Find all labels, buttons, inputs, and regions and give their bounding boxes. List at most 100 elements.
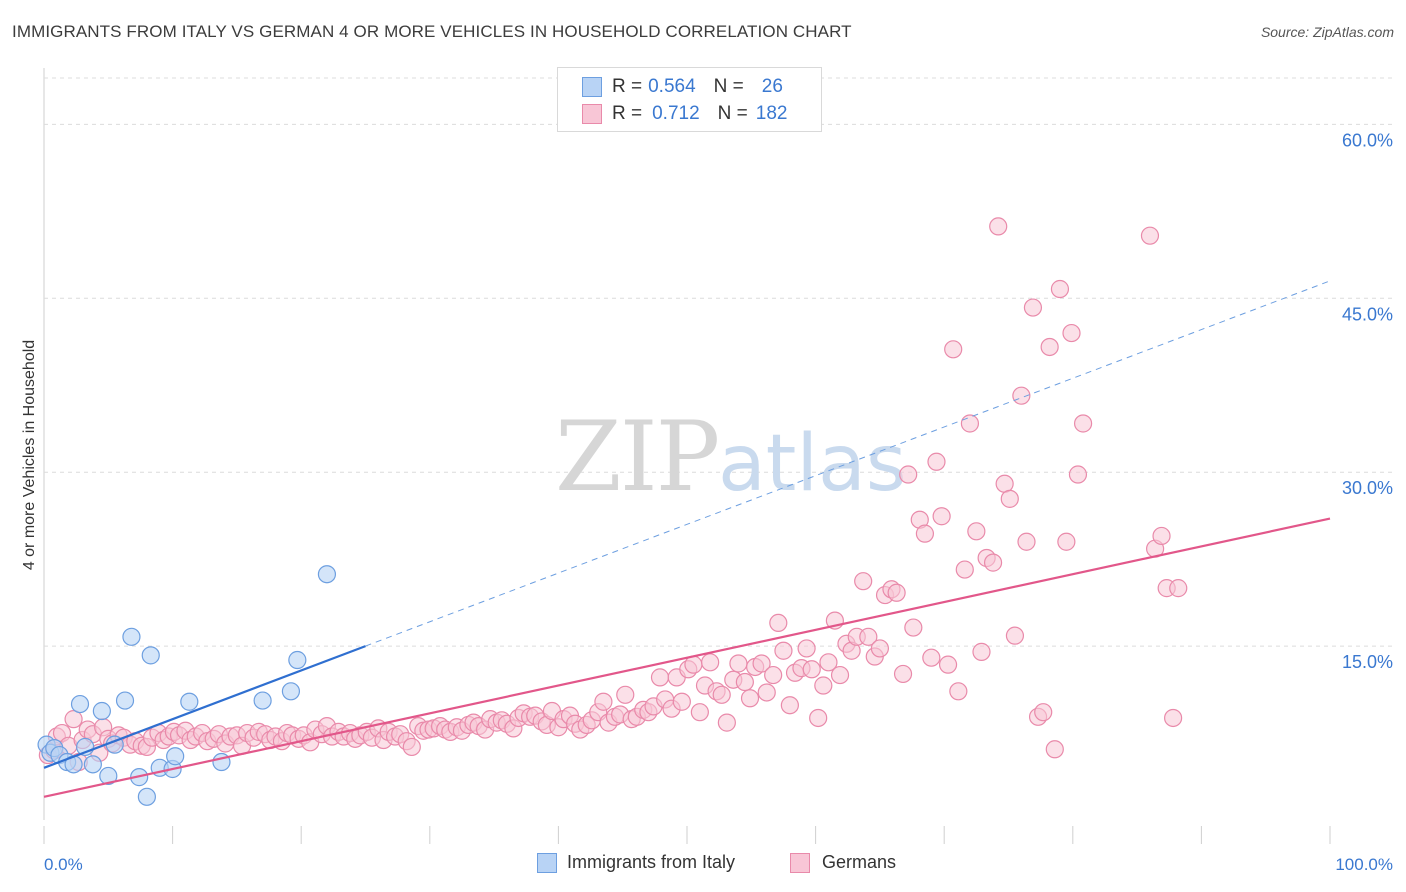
italy-point	[288, 650, 307, 670]
germans-point	[64, 710, 83, 729]
germans-point	[854, 572, 873, 591]
germans-point	[1169, 579, 1188, 598]
germans-point	[830, 665, 850, 685]
germans-point	[594, 692, 613, 711]
germans-point	[717, 713, 736, 732]
germans-point	[735, 672, 754, 692]
stats-legend: R = 0.564 N = 26 R = 0.712 N = 182	[557, 67, 822, 132]
germans-point	[797, 639, 816, 658]
germans-point	[1005, 626, 1025, 645]
trendlines	[43, 280, 1331, 798]
y-axis-tick-labels: 15.0% 30.0% 45.0% 60.0%	[1342, 130, 1393, 672]
italy-point	[166, 747, 185, 766]
italy-point	[141, 646, 160, 665]
italy-point	[70, 694, 90, 714]
germans-point	[757, 683, 776, 702]
legend-r-label: R =	[612, 76, 643, 97]
italy-series	[37, 565, 337, 806]
y-tick-label: 45.0%	[1342, 304, 1393, 324]
italy-point	[115, 691, 135, 710]
germans-point	[780, 696, 799, 715]
germans-point	[955, 560, 974, 579]
legend-r-label: R =	[612, 103, 643, 124]
germans-point	[899, 465, 918, 484]
germans-point	[650, 668, 670, 687]
italy-point	[92, 701, 111, 721]
germans-point	[690, 703, 709, 722]
italy-point	[180, 692, 199, 711]
italy-point	[99, 766, 118, 786]
germans-point	[1140, 226, 1160, 245]
germans-point	[1045, 740, 1064, 759]
legend-n-value: 26	[761, 76, 783, 97]
chart-title: IMMIGRANTS FROM ITALY VS GERMAN 4 OR MOR…	[12, 22, 852, 41]
source-label: Source: ZipAtlas.com	[1260, 24, 1394, 40]
germans-point	[1068, 465, 1088, 484]
germans-point	[729, 654, 748, 673]
germans-point	[967, 522, 986, 541]
legend-item-label: Germans	[822, 852, 897, 872]
italy-point	[122, 627, 141, 646]
italy-trendline	[43, 645, 366, 769]
germans-legend-swatch	[790, 852, 810, 873]
x-axis-ticks	[43, 826, 1331, 844]
germans-point	[887, 583, 906, 602]
germans-point	[893, 664, 913, 684]
italy-point	[253, 691, 272, 710]
italy-point	[317, 565, 337, 584]
germans-trendline	[43, 517, 1331, 798]
legend-row-italy: R = 0.564 N = 26	[582, 76, 783, 98]
legend-r-value: 0.564	[648, 76, 696, 97]
y-tick-label: 30.0%	[1342, 478, 1393, 498]
germans-point	[1012, 386, 1031, 405]
germans-point	[983, 553, 1003, 572]
germans-point	[616, 685, 635, 704]
germans-point	[989, 217, 1008, 236]
germans-point	[904, 618, 923, 637]
germans-point	[819, 653, 838, 672]
germans-point	[859, 627, 878, 646]
legend-n-label: N =	[717, 103, 748, 124]
germans-point	[922, 648, 941, 667]
x-tick-label-min: 0.0%	[44, 855, 83, 874]
germans-point	[809, 708, 828, 728]
series-legend: Immigrants from Italy Germans	[0, 852, 1406, 876]
germans-point	[1040, 337, 1059, 357]
legend-r-value: 0.712	[652, 103, 700, 124]
germans-point	[932, 507, 951, 526]
watermark-atlas: atlas	[718, 419, 907, 509]
legend-item-germans: Germans	[790, 852, 896, 873]
germans-point	[1034, 703, 1053, 722]
italy-legend-swatch	[537, 852, 557, 873]
germans-point	[938, 655, 958, 674]
germans-point	[764, 665, 783, 685]
germans-point	[1000, 489, 1019, 508]
germans-point	[712, 685, 731, 704]
y-tick-label: 15.0%	[1342, 652, 1393, 672]
italy-point	[137, 787, 156, 806]
y-tick-label: 60.0%	[1342, 130, 1393, 150]
germans-point	[740, 689, 760, 708]
germans-point	[870, 639, 890, 658]
germans-point	[1050, 279, 1070, 299]
germans-point	[802, 660, 821, 679]
germans-point	[769, 613, 788, 633]
germans-point	[972, 642, 991, 661]
germans-point	[1062, 323, 1081, 343]
germans-point	[915, 524, 935, 543]
germans-point	[927, 452, 946, 471]
italy-point	[281, 682, 301, 701]
legend-n-value: 182	[755, 103, 788, 124]
watermark: ZIP atlas	[555, 401, 907, 513]
germans-point	[949, 682, 968, 701]
x-tick-label-max: 100.0%	[1335, 855, 1393, 874]
italy-trendline-extension	[365, 280, 1331, 647]
watermark-zip: ZIP	[555, 401, 718, 513]
germans-point	[774, 641, 793, 660]
germans-point	[814, 676, 833, 695]
germans-point	[1164, 708, 1183, 728]
germans-swatch	[582, 104, 602, 124]
germans-point	[701, 653, 720, 672]
germans-point	[1017, 532, 1036, 551]
